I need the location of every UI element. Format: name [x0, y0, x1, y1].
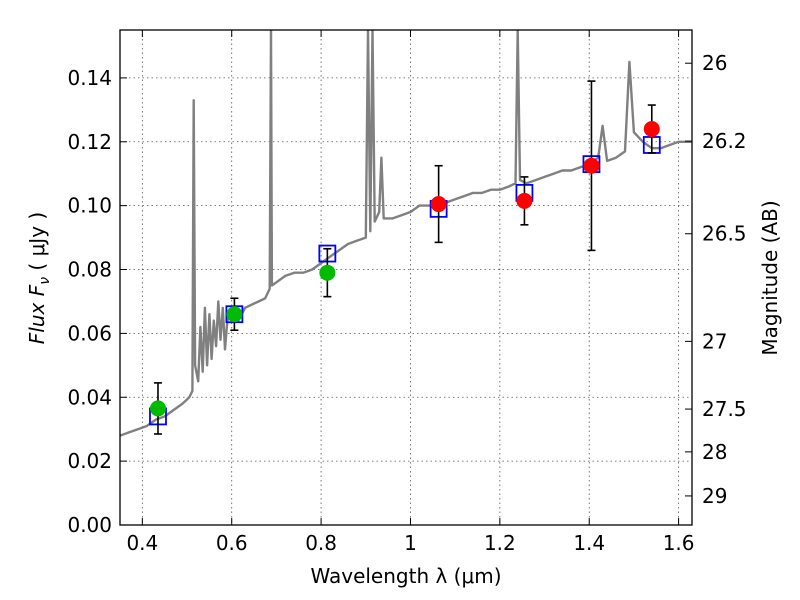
x-tick-label: 0.4	[126, 531, 158, 555]
observed-point-red	[583, 157, 600, 174]
y2-tick-label: 28	[702, 440, 727, 464]
y-tick-label: 0.00	[67, 513, 112, 537]
y-tick-label: 0.02	[67, 449, 112, 473]
plot-frame	[119, 29, 693, 526]
y2-tick-label: 26.2	[702, 129, 747, 153]
x-tick-label: 0.8	[305, 531, 337, 555]
x-tick-label: 1.2	[484, 531, 516, 555]
y-tick-label: 0.12	[67, 130, 112, 154]
y-axis-label-main: Flux F	[25, 284, 49, 344]
y-tick-label: 0.08	[67, 258, 112, 282]
y2-tick-label: 27	[702, 329, 727, 353]
y-axis-label: Flux Fν ( μJy )	[25, 212, 53, 344]
y-tick-label: 0.04	[67, 385, 112, 409]
y-tick-label: 0.10	[67, 194, 112, 218]
model-spectrum-line	[120, 30, 692, 437]
x-tick-label: 0.6	[216, 531, 248, 555]
observed-point-green	[149, 400, 166, 417]
y-tick-label: 0.14	[67, 66, 112, 90]
observed-point-red	[516, 192, 533, 209]
y2-tick-label: 27.5	[702, 397, 747, 421]
y-axis-label-sub: ν	[37, 277, 53, 285]
observed-point-red	[430, 196, 447, 213]
plot-background	[120, 30, 692, 525]
observed-point-red	[643, 121, 660, 137]
axis-ticks: 0.4 0.6 0.8 1 1.2 1.4 1.6 0.00 0.02 0.04 0.06 0.08 0…	[67, 30, 747, 555]
x-tick-label: 1.4	[573, 531, 605, 555]
y2-tick-label: 26	[702, 51, 727, 75]
secondary-y-axis-label: Magnitude (AB)	[758, 200, 782, 355]
observed-point-green	[319, 264, 336, 281]
x-tick-label: 1	[404, 531, 417, 555]
y-tick-label: 0.06	[67, 321, 112, 345]
x-axis-label: Wavelength λ (μm)	[310, 564, 501, 588]
y2-tick-label: 26.5	[702, 222, 747, 246]
observed-point-green	[226, 306, 243, 323]
plot-data	[120, 30, 692, 437]
x-tick-label: 1.6	[663, 531, 695, 555]
y2-tick-label: 29	[702, 484, 727, 508]
y-axis-label-unit: ( μJy )	[25, 212, 49, 277]
